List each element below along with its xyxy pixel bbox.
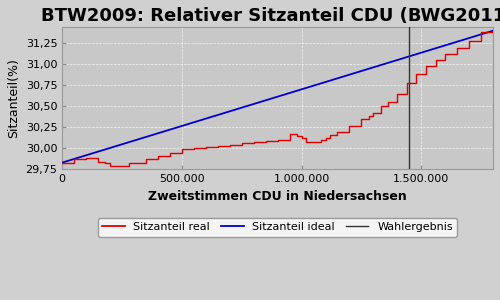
Legend: Sitzanteil real, Sitzanteil ideal, Wahlergebnis: Sitzanteil real, Sitzanteil ideal, Wahle… xyxy=(98,218,458,237)
Title: BTW2009: Relativer Sitzanteil CDU (BWG2011): BTW2009: Relativer Sitzanteil CDU (BWG20… xyxy=(42,7,500,25)
X-axis label: Zweitstimmen CDU in Niedersachsen: Zweitstimmen CDU in Niedersachsen xyxy=(148,190,407,203)
Y-axis label: Sitzanteil(%): Sitzanteil(%) xyxy=(7,58,20,138)
